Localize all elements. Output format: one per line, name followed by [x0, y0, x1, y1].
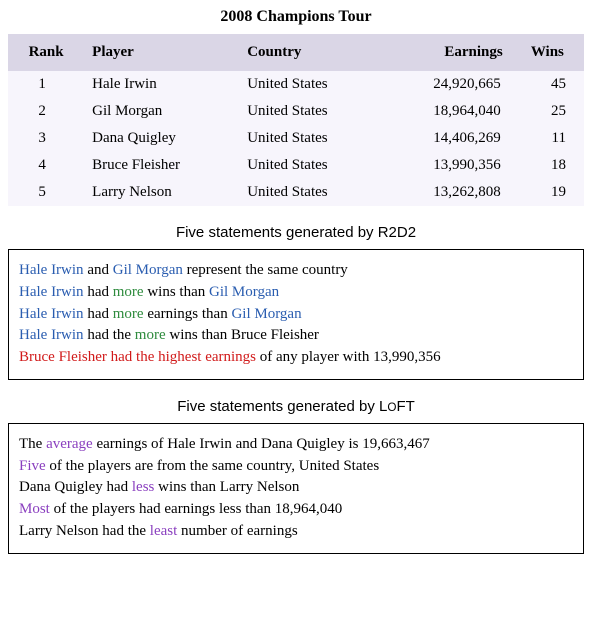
- cell-country: United States: [239, 125, 383, 152]
- statements-box: Hale Irwin and Gil Morgan represent the …: [8, 249, 584, 380]
- statement-line: Hale Irwin had more wins than Gil Morgan: [19, 282, 573, 304]
- statement-line: Larry Nelson had the least number of ear…: [19, 521, 573, 543]
- cell-wins: 19: [511, 179, 584, 206]
- cell-earnings: 24,920,665: [383, 71, 511, 98]
- text-span: wins than Larry Nelson: [154, 479, 299, 495]
- text-span: had: [84, 284, 113, 300]
- text-span: earnings than: [144, 306, 232, 322]
- cell-earnings: 18,964,040: [383, 98, 511, 125]
- cell-country: United States: [239, 179, 383, 206]
- section-caption: Five statements generated by LOFT: [8, 398, 584, 415]
- text-span: and: [84, 262, 113, 278]
- cell-rank: 3: [8, 125, 84, 152]
- text-span: Five: [19, 458, 46, 474]
- cell-rank: 2: [8, 98, 84, 125]
- text-span: Larry Nelson had the: [19, 523, 150, 539]
- col-wins: Wins: [511, 34, 584, 71]
- text-span: had: [84, 306, 113, 322]
- text-span: least: [150, 523, 178, 539]
- text-span: more: [135, 327, 166, 343]
- cell-country: United States: [239, 98, 383, 125]
- table-row: 1Hale IrwinUnited States24,920,66545: [8, 71, 584, 98]
- cell-player: Hale Irwin: [84, 71, 239, 98]
- text-span: of any player with 13,990,356: [256, 349, 441, 365]
- cell-wins: 11: [511, 125, 584, 152]
- table-row: 3Dana QuigleyUnited States14,406,26911: [8, 125, 584, 152]
- text-span: Most: [19, 501, 50, 517]
- cell-rank: 1: [8, 71, 84, 98]
- page-title: 2008 Champions Tour: [8, 8, 584, 26]
- col-country: Country: [239, 34, 383, 71]
- text-span: of the players are from the same country…: [46, 458, 380, 474]
- statement-line: Hale Irwin had more earnings than Gil Mo…: [19, 304, 573, 326]
- cell-country: United States: [239, 152, 383, 179]
- cell-player: Larry Nelson: [84, 179, 239, 206]
- statements-box: The average earnings of Hale Irwin and D…: [8, 423, 584, 554]
- col-earnings: Earnings: [383, 34, 511, 71]
- text-span: Dana Quigley had: [19, 479, 132, 495]
- col-rank: Rank: [8, 34, 84, 71]
- statement-line: Most of the players had earnings less th…: [19, 499, 573, 521]
- statement-line: Five of the players are from the same co…: [19, 456, 573, 478]
- statement-line: Hale Irwin had the more wins than Bruce …: [19, 325, 573, 347]
- text-span: Bruce Fleisher had the highest earnings: [19, 349, 256, 365]
- text-span: less: [132, 479, 155, 495]
- cell-country: United States: [239, 71, 383, 98]
- text-span: wins than: [144, 284, 209, 300]
- text-span: Gil Morgan: [209, 284, 279, 300]
- text-span: wins than Bruce Fleisher: [166, 327, 319, 343]
- statement-line: Hale Irwin and Gil Morgan represent the …: [19, 260, 573, 282]
- text-span: earnings of Hale Irwin and Dana Quigley …: [93, 436, 430, 452]
- cell-rank: 5: [8, 179, 84, 206]
- table-header-row: Rank Player Country Earnings Wins: [8, 34, 584, 71]
- col-player: Player: [84, 34, 239, 71]
- statement-line: Bruce Fleisher had the highest earnings …: [19, 347, 573, 369]
- cell-wins: 18: [511, 152, 584, 179]
- cell-earnings: 14,406,269: [383, 125, 511, 152]
- table-row: 4Bruce FleisherUnited States13,990,35618: [8, 152, 584, 179]
- text-span: of the players had earnings less than 18…: [50, 501, 342, 517]
- text-span: Gil Morgan: [231, 306, 301, 322]
- text-span: more: [113, 284, 144, 300]
- text-span: The: [19, 436, 46, 452]
- cell-earnings: 13,990,356: [383, 152, 511, 179]
- cell-player: Bruce Fleisher: [84, 152, 239, 179]
- champions-table: Rank Player Country Earnings Wins 1Hale …: [8, 34, 584, 206]
- text-span: Hale Irwin: [19, 327, 84, 343]
- statement-line: Dana Quigley had less wins than Larry Ne…: [19, 477, 573, 499]
- statement-line: The average earnings of Hale Irwin and D…: [19, 434, 573, 456]
- section-caption: Five statements generated by R2D2: [8, 224, 584, 241]
- text-span: number of earnings: [177, 523, 297, 539]
- table-row: 2Gil MorganUnited States18,964,04025: [8, 98, 584, 125]
- text-span: Hale Irwin: [19, 284, 84, 300]
- text-span: Gil Morgan: [113, 262, 183, 278]
- cell-player: Dana Quigley: [84, 125, 239, 152]
- text-span: average: [46, 436, 93, 452]
- cell-wins: 45: [511, 71, 584, 98]
- text-span: Hale Irwin: [19, 306, 84, 322]
- cell-player: Gil Morgan: [84, 98, 239, 125]
- cell-rank: 4: [8, 152, 84, 179]
- cell-earnings: 13,262,808: [383, 179, 511, 206]
- text-span: Hale Irwin: [19, 262, 84, 278]
- text-span: represent the same country: [183, 262, 348, 278]
- cell-wins: 25: [511, 98, 584, 125]
- table-row: 5Larry NelsonUnited States13,262,80819: [8, 179, 584, 206]
- text-span: more: [113, 306, 144, 322]
- text-span: had the: [84, 327, 135, 343]
